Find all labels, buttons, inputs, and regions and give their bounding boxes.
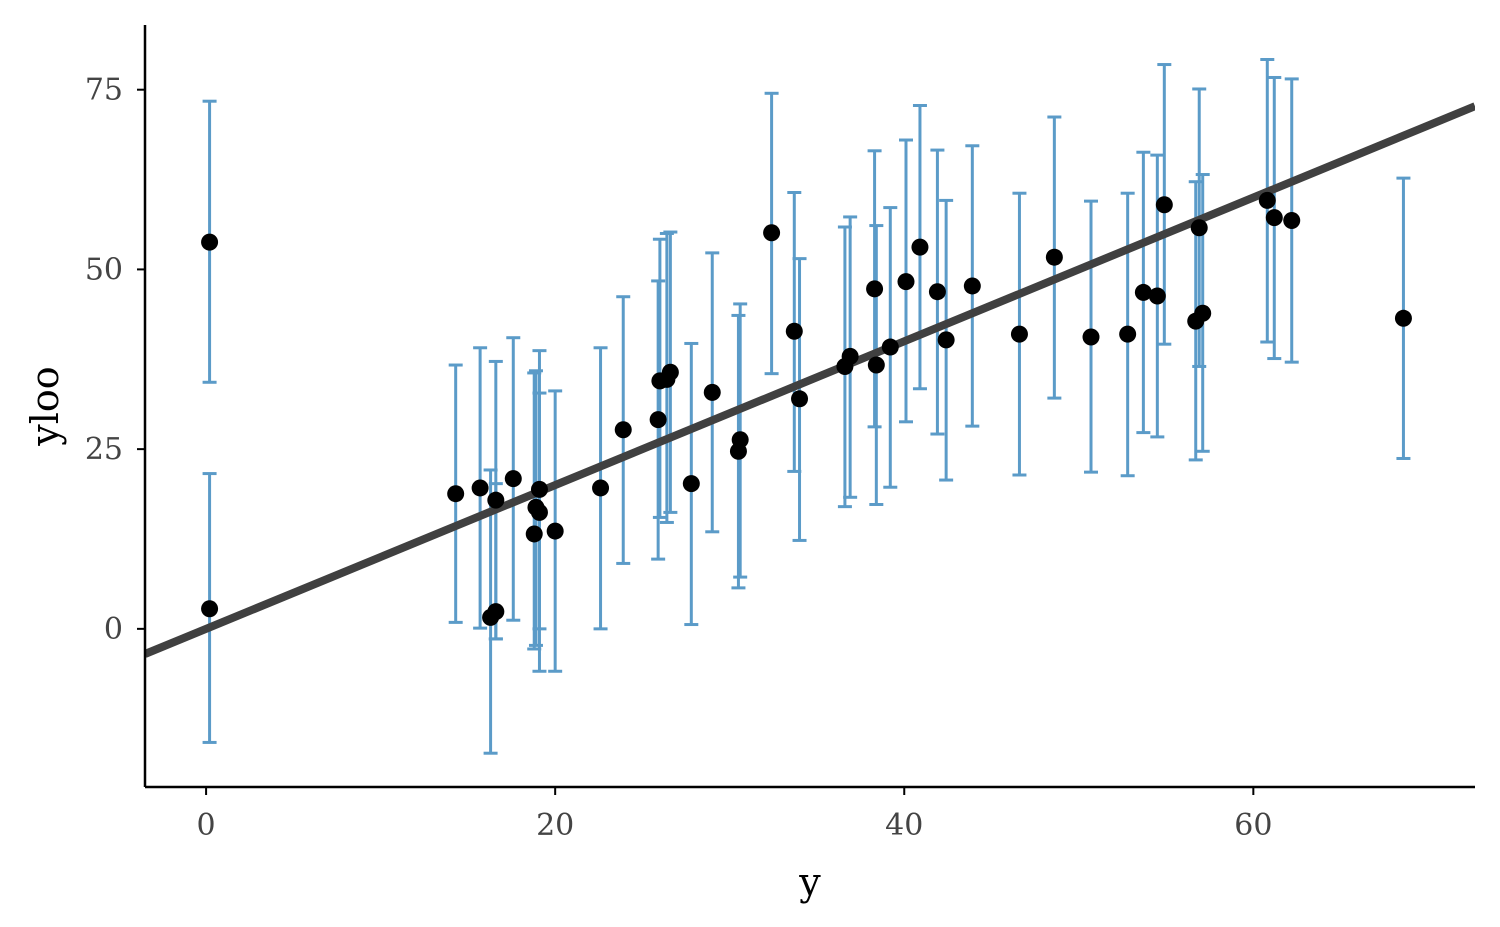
data-point: [1010, 325, 1028, 343]
data-point: [1155, 196, 1173, 214]
y-axis-title: yloo: [23, 366, 67, 446]
data-point: [487, 603, 505, 621]
data-point: [614, 421, 632, 439]
error-bars-layer: [202, 58, 1411, 755]
data-point: [897, 273, 915, 291]
data-point: [1134, 283, 1152, 301]
data-point: [592, 479, 610, 497]
data-point: [763, 224, 781, 242]
data-point: [525, 525, 543, 543]
data-point: [867, 356, 885, 374]
data-point: [1283, 212, 1301, 230]
data-point: [530, 503, 548, 521]
data-point: [911, 238, 929, 256]
data-point: [963, 277, 981, 295]
data-point: [1394, 309, 1412, 327]
data-point: [1119, 325, 1137, 343]
data-point: [530, 480, 548, 498]
x-tick-label: 40: [885, 808, 923, 843]
data-point: [471, 479, 489, 497]
data-point: [785, 322, 803, 340]
data-point: [937, 331, 955, 349]
y-tick-label: 50: [85, 252, 123, 287]
data-point: [1148, 287, 1166, 305]
data-point: [649, 411, 667, 429]
y-tick-label: 0: [104, 612, 123, 647]
points-layer: [201, 191, 1412, 626]
y-tick-label: 75: [85, 73, 123, 108]
x-tick-label: 20: [536, 808, 574, 843]
x-axis-title: y: [798, 860, 821, 904]
data-point: [546, 522, 564, 540]
data-point: [447, 485, 465, 503]
data-point: [487, 491, 505, 509]
data-point: [201, 600, 219, 618]
data-point: [1190, 219, 1208, 237]
data-point: [504, 470, 522, 488]
data-point: [1045, 248, 1063, 266]
y-tick-label: 25: [85, 432, 123, 467]
data-point: [866, 280, 884, 298]
data-point: [201, 233, 219, 251]
fit-line-layer: [145, 102, 1475, 658]
data-point: [791, 390, 809, 408]
data-point: [1258, 191, 1276, 209]
data-point: [731, 431, 749, 449]
fit-line: [145, 102, 1475, 658]
x-tick-label: 60: [1234, 808, 1272, 843]
x-tick-label: 0: [197, 808, 216, 843]
axes-layer: 0 20 40 60 0 25 50 75: [85, 25, 1475, 843]
data-point: [841, 347, 859, 365]
data-point: [703, 383, 721, 401]
data-point: [1082, 328, 1100, 346]
data-point: [881, 338, 899, 356]
data-point: [661, 363, 679, 381]
data-point: [928, 283, 946, 301]
data-point: [1194, 304, 1212, 322]
data-point: [682, 475, 700, 493]
data-point: [1265, 209, 1283, 227]
